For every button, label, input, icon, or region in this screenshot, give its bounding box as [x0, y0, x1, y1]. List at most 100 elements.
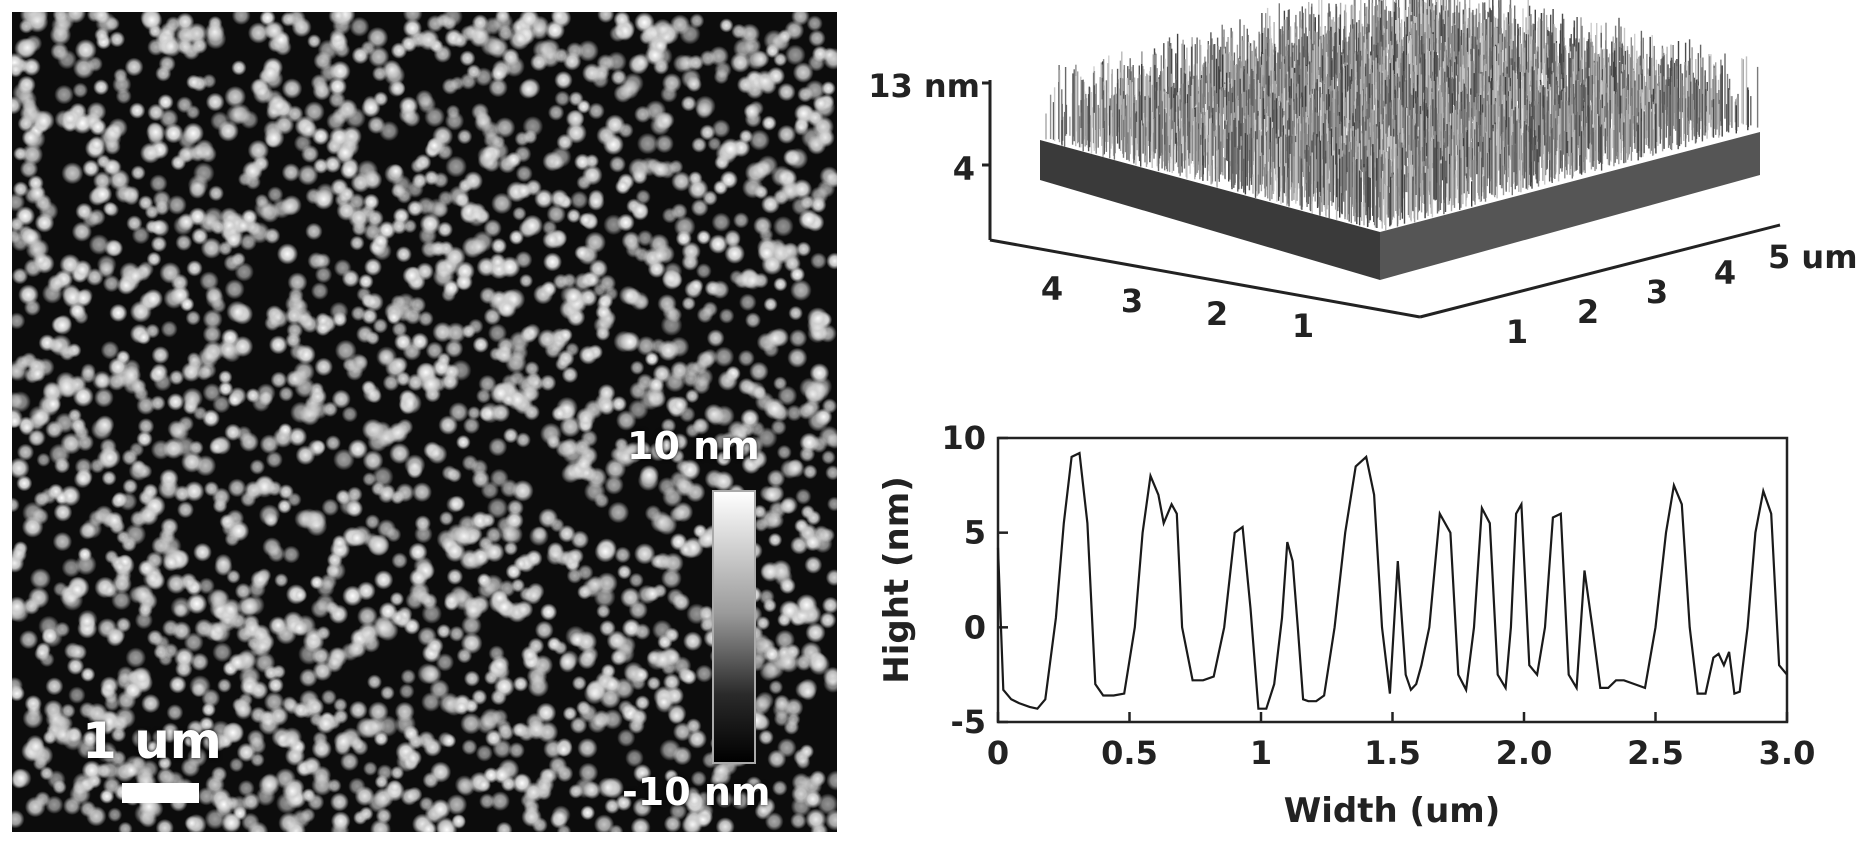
nanoparticle [238, 665, 261, 688]
nanoparticle [754, 391, 775, 412]
nanoparticle [54, 412, 76, 434]
nanoparticle [448, 185, 470, 207]
nanoparticle [300, 807, 316, 823]
nanoparticle [333, 697, 348, 713]
nanoparticle [505, 511, 524, 530]
nanoparticle [709, 773, 725, 788]
nanoparticle [818, 425, 837, 448]
nanoparticle [561, 464, 580, 484]
nanoparticle [576, 99, 591, 114]
nanoparticle [109, 31, 126, 48]
nanoparticle [648, 233, 670, 255]
nanoparticle [503, 541, 518, 556]
nanoparticle [125, 647, 147, 668]
nanoparticle [581, 645, 599, 664]
nanoparticle [263, 691, 285, 713]
nanoparticle [226, 569, 241, 584]
nanoparticle [12, 596, 27, 616]
nanoparticle [349, 235, 365, 251]
nanoparticle [529, 376, 545, 391]
nanoparticle [184, 815, 200, 831]
nanoparticle [138, 504, 159, 526]
nanoparticle [157, 94, 174, 111]
nanoparticle [566, 567, 583, 584]
nanoparticle [267, 544, 286, 563]
nanoparticle [793, 120, 809, 136]
nanoparticle [451, 814, 466, 828]
nanoparticle [715, 450, 732, 467]
nanoparticle [185, 104, 201, 120]
nanoparticle [460, 712, 482, 735]
nanoparticle [644, 585, 661, 602]
nanoparticle [123, 680, 143, 701]
nanoparticle [534, 774, 555, 795]
nanoparticle [546, 204, 566, 224]
nanoparticle [223, 254, 241, 272]
nanoparticle [788, 305, 803, 321]
nanoparticle [276, 243, 299, 265]
nanoparticle [47, 274, 66, 293]
nanoparticle [143, 288, 164, 309]
nanoparticle [442, 733, 457, 748]
nanoparticle [357, 606, 378, 627]
nanoparticle [175, 234, 193, 252]
nanoparticle [600, 663, 616, 679]
nanoparticle [141, 693, 161, 714]
nanoparticle [695, 664, 714, 683]
nanoparticle [16, 475, 33, 492]
nanoparticle [571, 675, 587, 691]
nanoparticle [439, 511, 454, 526]
nanoparticle [79, 800, 97, 818]
nanoparticle [484, 670, 499, 685]
nanoparticle [202, 309, 223, 330]
nanoparticle [777, 651, 800, 673]
nanoparticle [632, 797, 652, 818]
nanoparticle [628, 572, 644, 588]
nanoparticle [348, 700, 368, 720]
nanoparticle [719, 138, 742, 160]
nanoparticle [258, 713, 280, 736]
nanoparticle [247, 580, 266, 599]
nanoparticle [668, 159, 684, 175]
nanoparticle [159, 262, 182, 284]
nanoparticle [652, 18, 673, 39]
nanoparticle [314, 357, 334, 377]
nanoparticle [168, 369, 185, 386]
nanoparticle [264, 315, 281, 332]
nanoparticle [809, 770, 827, 787]
nanoparticle [433, 44, 452, 63]
nanoparticle [187, 174, 209, 196]
nanoparticle [333, 259, 352, 277]
nanoparticle [681, 253, 699, 271]
nanoparticle [177, 415, 194, 432]
nanoparticle [630, 817, 651, 832]
nanoparticle [459, 50, 476, 67]
nanoparticle [69, 783, 91, 806]
nanoparticle [267, 677, 284, 694]
nanoparticle [131, 226, 150, 245]
nanoparticle [33, 110, 55, 132]
nanoparticle [809, 363, 830, 383]
nanoparticle [59, 345, 76, 361]
nanoparticle [321, 498, 340, 517]
nanoparticle [193, 542, 212, 562]
nanoparticle [807, 54, 826, 72]
nanoparticle [564, 287, 583, 306]
nanoparticle [607, 501, 630, 524]
nanoparticle [418, 796, 435, 812]
nanoparticle [514, 145, 532, 163]
nanoparticle [614, 546, 631, 564]
nanoparticle [695, 101, 713, 119]
nanoparticle [80, 667, 96, 682]
nanoparticle [394, 303, 413, 322]
nanoparticle [204, 808, 226, 830]
nanoparticle [160, 320, 178, 338]
nanoparticle [263, 512, 279, 528]
nanoparticle [200, 237, 223, 259]
nanoparticle [73, 470, 92, 489]
nanoparticle [678, 542, 693, 557]
nanoparticle [188, 144, 207, 162]
nanoparticle [299, 405, 321, 426]
nanoparticle [34, 791, 51, 808]
nanoparticle [680, 95, 697, 112]
